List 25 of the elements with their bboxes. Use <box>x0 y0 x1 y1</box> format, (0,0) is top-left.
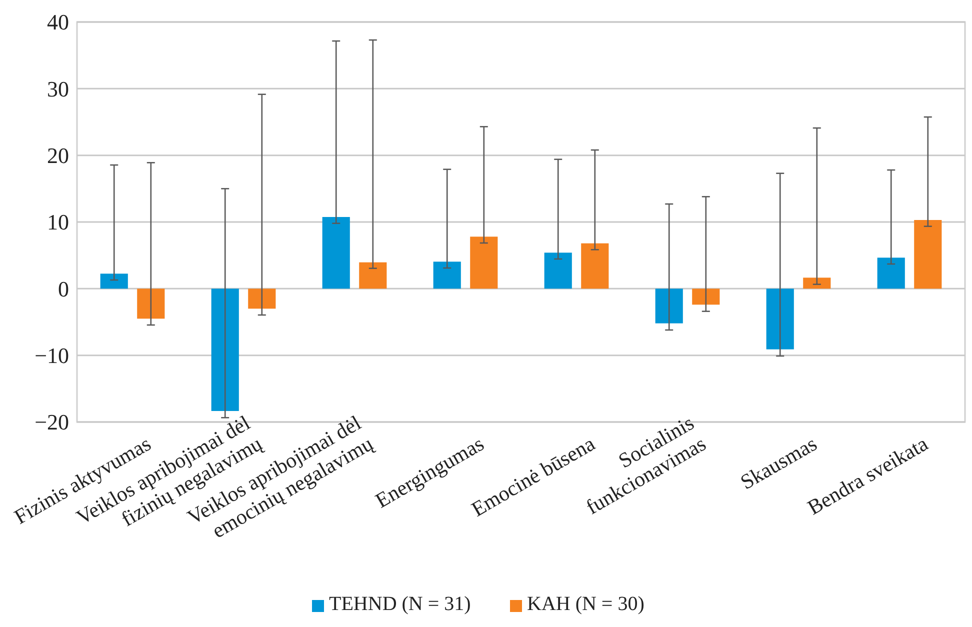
y-tick-label: 0 <box>58 276 69 302</box>
bar <box>877 258 905 289</box>
bar <box>248 288 276 309</box>
y-tick-label: −20 <box>34 410 69 435</box>
bar <box>100 274 128 289</box>
bar <box>544 252 572 289</box>
bar <box>692 288 720 305</box>
bar <box>655 288 683 324</box>
bar <box>470 236 498 289</box>
bar <box>433 262 461 289</box>
bar <box>211 288 239 411</box>
y-tick-label: 40 <box>47 10 69 35</box>
y-tick-label: 10 <box>47 210 69 235</box>
bar <box>803 278 831 289</box>
y-tick-label: 20 <box>47 143 69 168</box>
y-tick-label: −10 <box>34 343 69 368</box>
bar <box>581 243 609 289</box>
legend-label: KAH (N = 30) <box>527 593 644 615</box>
bar <box>322 217 350 289</box>
legend-label: TEHND (N = 31) <box>329 593 471 615</box>
y-tick-label: 30 <box>47 76 69 102</box>
bar <box>137 288 165 319</box>
bar <box>359 262 387 289</box>
bar <box>914 220 942 289</box>
bar <box>766 288 794 350</box>
